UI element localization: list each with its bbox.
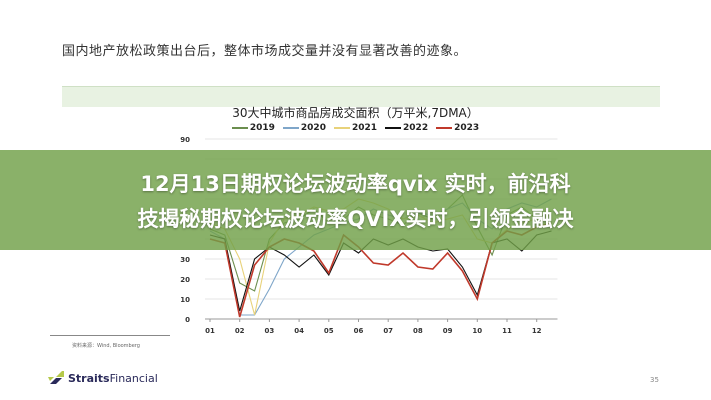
x-tick-label: 09	[443, 327, 453, 335]
x-tick-label: 02	[235, 327, 245, 335]
x-tick-label: 10	[472, 327, 482, 335]
headline-line-1: 12月13日期权论坛波动率qvix 实时，前沿科	[140, 172, 571, 196]
straits-financial-logo: StraitsFinancial	[48, 371, 158, 385]
y-tick-label: 20	[180, 276, 190, 284]
legend-swatch	[385, 126, 402, 129]
y-tick-label: 30	[180, 256, 190, 264]
legend-label: 2020	[300, 123, 326, 133]
logo-text-light: Financial	[109, 371, 158, 385]
x-tick-label: 03	[265, 327, 275, 335]
legend-item-2021: 2021	[333, 123, 378, 133]
legend-swatch	[333, 126, 350, 129]
legend-item-2023: 2023	[436, 123, 479, 133]
logo-mark-icon	[48, 371, 64, 384]
x-tick-label: 04	[294, 327, 304, 335]
legend-item-2020: 2020	[282, 123, 326, 133]
chart-legend: 2019 2020 2021 2022 2023	[0, 123, 711, 133]
headline-overlay: 12月13日期权论坛波动率qvix 实时，前沿科 技揭秘期权论坛波动率QVIX实…	[0, 150, 711, 250]
legend-swatch	[231, 126, 248, 129]
y-tick-label: 10	[180, 296, 190, 304]
headline-line-2: 技揭秘期权论坛波动率QVIX实时，引领金融决	[137, 207, 574, 231]
x-tick-label: 08	[413, 327, 423, 335]
legend-item-2022: 2022	[385, 123, 428, 133]
page-number: 35	[650, 376, 659, 384]
legend-label: 2023	[454, 123, 480, 133]
legend-swatch	[282, 126, 299, 129]
legend-item-2019: 2019	[231, 123, 275, 133]
legend-label: 2019	[249, 123, 275, 133]
slide-heading: 国内地产放松政策出台后，整体市场成交量并没有显著改善的迹象。	[62, 44, 468, 59]
x-tick-label: 05	[324, 327, 334, 335]
y-tick-label: 90	[180, 136, 190, 144]
x-tick-label: 12	[532, 327, 542, 335]
source-note: 资料来源：Wind, Bloomberg	[72, 343, 140, 349]
y-tick-label: 0	[185, 316, 190, 324]
legend-swatch	[436, 126, 453, 129]
chart-title: 30大中城市商品房成交面积（万平米,7DMA）	[232, 106, 479, 120]
x-tick-label: 06	[354, 327, 364, 335]
x-tick-label: 11	[502, 327, 512, 335]
logo-text-bold: Straits	[68, 371, 110, 385]
x-tick-label: 07	[383, 327, 393, 335]
x-tick-label: 01	[205, 327, 215, 335]
legend-label: 2021	[351, 123, 378, 133]
header-band	[62, 86, 660, 107]
divider	[50, 335, 170, 336]
legend-label: 2022	[403, 123, 429, 133]
